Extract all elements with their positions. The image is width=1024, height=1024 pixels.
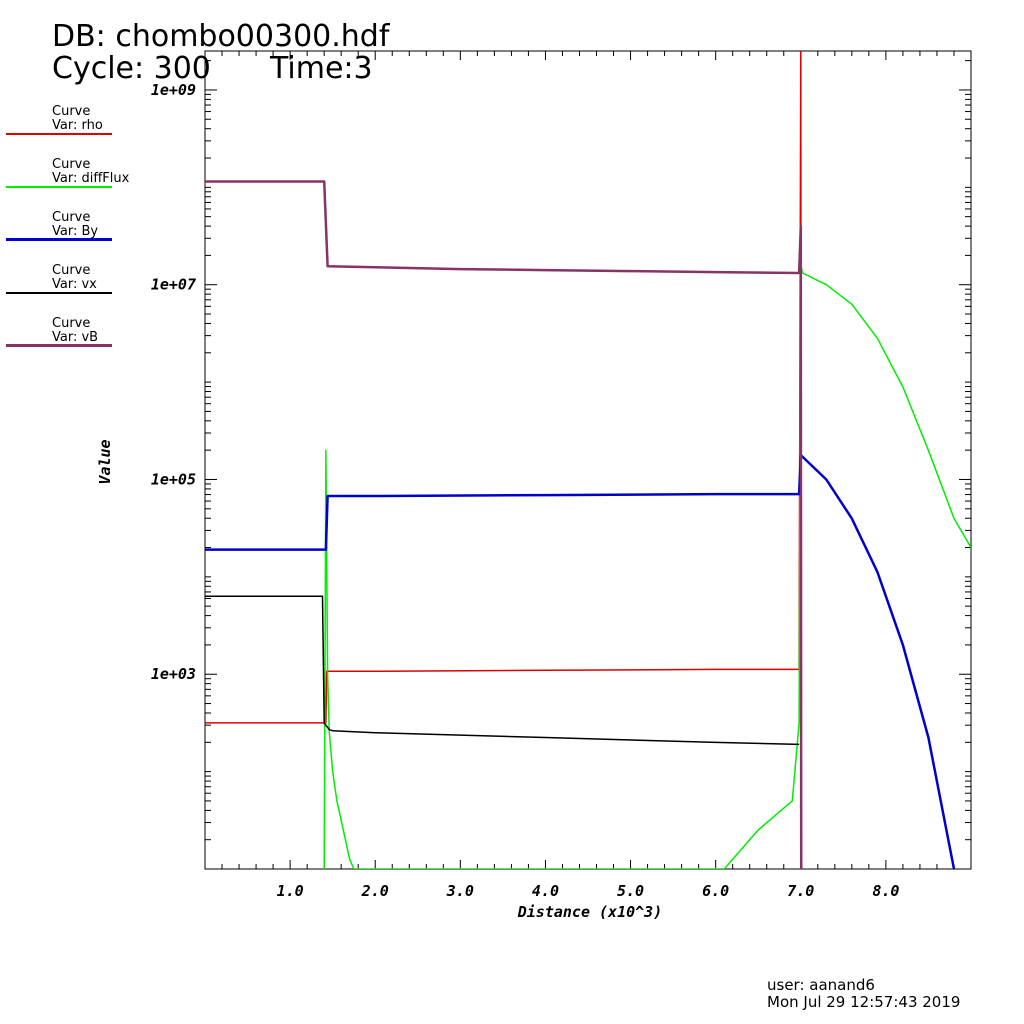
- plot-frame: [204, 50, 972, 870]
- legend-var: Var: diffFlux: [52, 171, 130, 186]
- x-tick-label: 6.0: [702, 882, 729, 900]
- footer-date: Mon Jul 29 12:57:43 2019: [767, 993, 961, 1011]
- legend-title: Curve: [52, 104, 91, 119]
- x-tick-label: 3.0: [446, 882, 474, 900]
- legend-var: Var: By: [52, 224, 99, 239]
- y-tick-label: 1e+09: [151, 81, 196, 99]
- series-line-vb: [205, 180, 803, 869]
- y-tick-label: 1e+03: [151, 665, 196, 683]
- legend-var: Var: vx: [52, 277, 97, 292]
- series-line-by: [205, 453, 956, 869]
- database-title: DB: chombo00300.hdf: [52, 19, 390, 54]
- tick-labels: 1.0 2.0 3.0 4.0 5.0 6.0 7.0 8.0 1e+03 1e+05 1e+07 1…: [151, 81, 900, 900]
- legend-swatch-rho: [6, 133, 112, 135]
- legend-entry-vb: Curve Var: vB: [52, 317, 98, 345]
- series-group: [205, 51, 971, 869]
- legend-title: Curve: [52, 316, 91, 331]
- x-tick-label: 2.0: [361, 882, 389, 900]
- legend-var: Var: rho: [52, 118, 103, 133]
- legend-title: Curve: [52, 263, 91, 278]
- footer-user: user: aanand6: [767, 976, 875, 994]
- legend-entry-diffflux: Curve Var: diffFlux: [52, 158, 129, 186]
- legend-title: Curve: [52, 210, 91, 225]
- legend-title: Curve: [52, 157, 91, 172]
- cycle-label: Cycle: 300: [52, 51, 211, 86]
- y-axis-title: Value: [96, 439, 114, 484]
- series-line-vx: [205, 595, 800, 746]
- legend-var: Var: vB: [52, 330, 99, 345]
- x-tick-label: 5.0: [617, 882, 644, 900]
- legend-swatch-diffflux: [6, 186, 112, 188]
- legend-swatch-by: [6, 238, 112, 241]
- series-line-rho: [205, 51, 803, 869]
- x-axis-title: Distance (x10^3): [517, 903, 663, 921]
- x-tick-label: 8.0: [872, 882, 899, 900]
- legend-entry-by: Curve Var: By: [52, 211, 98, 239]
- y-tick-label: 1e+07: [151, 276, 196, 294]
- y-tick-label: 1e+05: [151, 470, 196, 488]
- axis-ticks: [205, 51, 971, 870]
- series-line-diffflux: [323, 264, 971, 869]
- x-tick-label: 7.0: [787, 882, 814, 900]
- legend-swatch-vx: [6, 292, 112, 294]
- legend-entry-vx: Curve Var: vx: [52, 264, 97, 292]
- x-tick-label: 4.0: [532, 882, 559, 900]
- x-tick-label: 1.0: [277, 882, 304, 900]
- legend-entry-rho: Curve Var: rho: [52, 105, 103, 133]
- time-label: Time:3: [270, 51, 373, 86]
- legend-swatch-vb: [6, 344, 112, 347]
